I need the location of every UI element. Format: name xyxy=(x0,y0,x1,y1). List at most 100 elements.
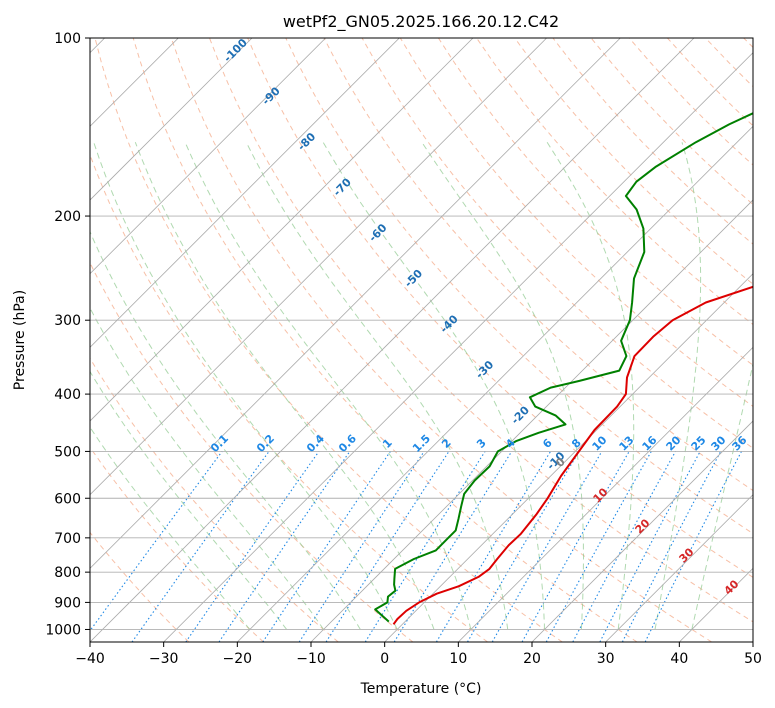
dry-adiabat-line xyxy=(90,357,339,642)
mixing-ratio-line xyxy=(644,451,742,642)
mixing-ratio-label: 20 xyxy=(664,433,684,453)
moist-adiabat-label: 30 xyxy=(677,545,697,565)
moist-adiabat-line xyxy=(245,141,509,630)
chart-title: wetPf2_GN05.2025.166.20.12.C42 xyxy=(283,12,559,32)
isotherm-line xyxy=(752,641,753,642)
dry-adiabat-line xyxy=(552,38,753,245)
mixing-ratio-label: 10 xyxy=(590,433,610,453)
y-axis-ticks: 100 200 300 400 500 600 700 800 900 1000 xyxy=(45,31,90,638)
moist-adiabat-line xyxy=(691,361,753,630)
y-tick-label: 900 xyxy=(54,595,81,611)
y-tick-label: 600 xyxy=(54,491,81,507)
y-tick-label: 400 xyxy=(54,387,81,403)
dry-adiabat-line xyxy=(209,38,753,623)
dry-adiabat-line xyxy=(94,38,563,642)
x-tick-label: −30 xyxy=(149,651,179,667)
x-tick-label: 0 xyxy=(380,651,389,667)
isotherm-label: -30 xyxy=(473,358,496,381)
dry-adiabat-line xyxy=(90,531,190,642)
mixing-ratio-line xyxy=(467,451,580,642)
isotherm-line xyxy=(679,567,753,642)
pressure-grid xyxy=(90,37,753,630)
isotherm-label: -80 xyxy=(295,130,318,153)
moist-adiabat-line xyxy=(90,306,324,630)
mixing-ratio-label: 30 xyxy=(709,433,729,453)
y-tick-label: 800 xyxy=(54,565,81,581)
dry-adiabat-line xyxy=(476,38,753,326)
mixing-ratio-line xyxy=(364,451,486,642)
dry-adiabat-line xyxy=(170,38,712,642)
profile-series xyxy=(374,112,753,625)
x-tick-label: 40 xyxy=(670,651,688,667)
mixing-ratio-line xyxy=(298,451,425,642)
isotherm-label: -90 xyxy=(260,84,283,107)
dry-adiabat-line xyxy=(90,261,414,642)
x-tick-label: −40 xyxy=(75,651,105,667)
mixing-ratio-line xyxy=(262,451,391,642)
moist-adiabat-label: 20 xyxy=(633,516,653,536)
temperature-line xyxy=(392,285,753,625)
x-axis-label: Temperature (°C) xyxy=(360,681,482,697)
mixing-ratio-label: 3 xyxy=(474,436,489,451)
moist-adiabat-line xyxy=(90,426,251,630)
mixing-ratio-label: 16 xyxy=(640,433,660,453)
y-tick-label: 700 xyxy=(54,531,81,547)
y-tick-label: 200 xyxy=(54,209,81,225)
moist-adiabat-label: 10 xyxy=(591,485,611,505)
y-tick-label: 500 xyxy=(54,444,81,460)
isotherm-line xyxy=(458,346,753,642)
x-tick-label: −20 xyxy=(223,651,253,667)
dry-adiabat-line xyxy=(247,38,753,578)
x-tick-label: 10 xyxy=(449,651,467,667)
dry-adiabat-line xyxy=(514,38,753,285)
isotherm-line xyxy=(237,125,753,642)
mixing-ratio-line xyxy=(545,451,652,642)
dry-adiabat-line xyxy=(705,38,753,88)
background-lines xyxy=(90,38,753,642)
plot-frame xyxy=(89,37,754,643)
moist-adiabat-line xyxy=(184,141,472,630)
moist-adiabat-line xyxy=(90,230,361,630)
mixing-ratio-line xyxy=(521,451,630,642)
mixing-ratio-line xyxy=(218,451,351,642)
mixing-ratio-label: 1 xyxy=(380,436,395,451)
dry-adiabat-line xyxy=(285,38,753,535)
isotherm-label: -70 xyxy=(331,175,354,198)
isotherm-line xyxy=(531,420,753,642)
mixing-ratio-label: 36 xyxy=(730,433,750,453)
moist-adiabat-line xyxy=(421,141,584,630)
dry-adiabat-line xyxy=(399,38,753,408)
isotherm-line xyxy=(90,38,621,569)
dry-adiabat-line xyxy=(437,38,753,366)
y-tick-label: 100 xyxy=(54,31,81,47)
x-axis-ticks: −40 −30 −20 −10 0 10 20 30 40 50 xyxy=(75,642,762,667)
isotherm-label: -40 xyxy=(438,312,461,335)
mixing-ratio-line xyxy=(435,451,552,642)
isotherm-line xyxy=(90,38,547,496)
x-tick-label: 30 xyxy=(597,651,615,667)
moist-adiabat-label: 40 xyxy=(722,577,742,597)
isotherm-line xyxy=(605,494,753,642)
isotherm-line xyxy=(384,273,753,642)
y-tick-label: 300 xyxy=(54,313,81,329)
isotherm-line xyxy=(90,38,253,201)
mixing-ratio-line xyxy=(621,451,722,642)
mixing-ratio-line xyxy=(90,451,223,632)
dry-adiabat-line xyxy=(743,38,753,49)
moist-adiabat-line xyxy=(322,141,545,630)
x-tick-label: 50 xyxy=(744,651,762,667)
moist-adiabat-line xyxy=(90,370,288,630)
moist-adiabat-line xyxy=(546,141,635,630)
moist-adiabat-line xyxy=(134,142,435,630)
y-tick-label: 1000 xyxy=(45,622,81,638)
line-labels: -100-90-80-70-60-50-40-30-20-100.1 0.2 0.4… xyxy=(208,36,750,598)
dry-adiabat-line xyxy=(90,153,488,642)
isotherm-label: -100 xyxy=(221,36,250,65)
isotherm-label: -60 xyxy=(366,221,389,244)
x-tick-label: −10 xyxy=(296,651,326,667)
isotherm-line xyxy=(90,38,326,275)
mixing-ratio-label: 2 xyxy=(439,436,454,451)
moist-adiabat-line xyxy=(93,142,398,630)
isotherm-line xyxy=(90,38,474,422)
